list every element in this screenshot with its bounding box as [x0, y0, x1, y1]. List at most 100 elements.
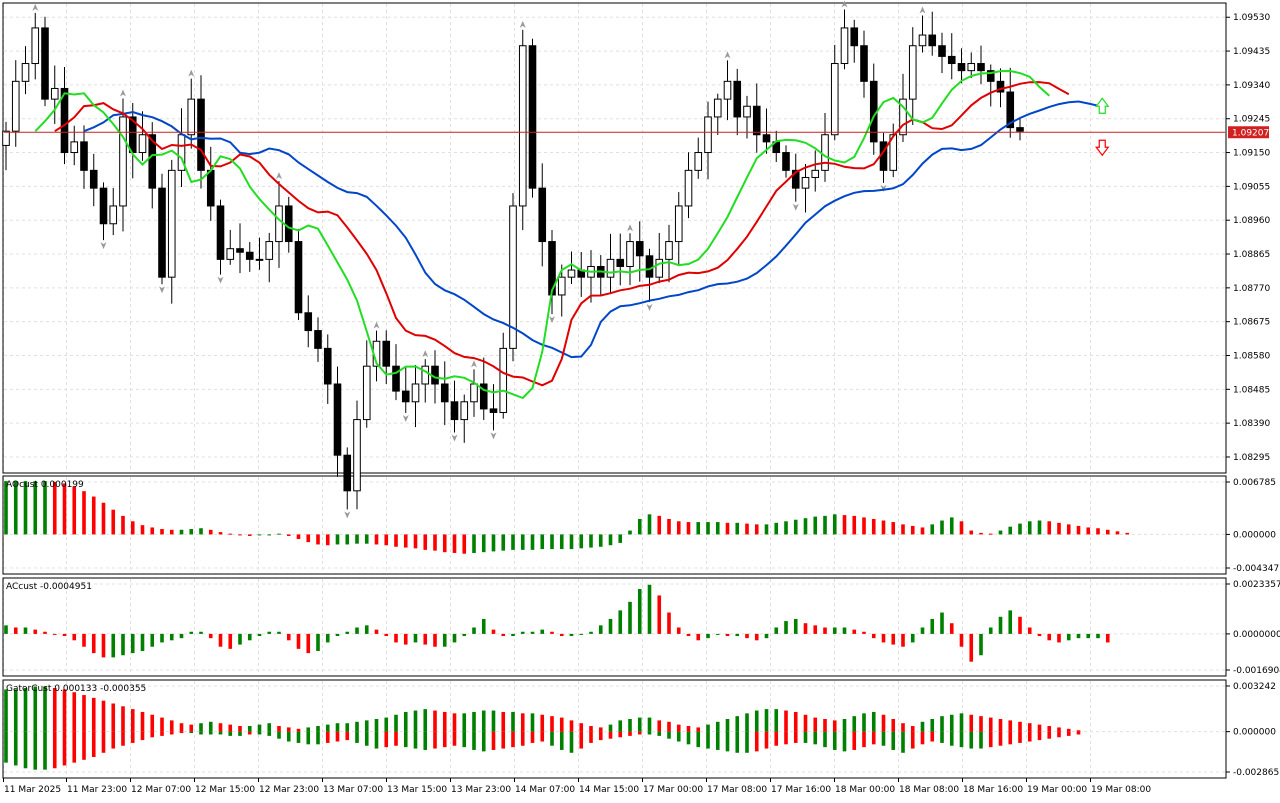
- ac-panel[interactable]: [4, 585, 1109, 662]
- histogram-bar: [404, 712, 408, 732]
- histogram-bar: [677, 732, 681, 742]
- ao-panel[interactable]: [4, 481, 1129, 554]
- histogram-bar: [248, 732, 252, 735]
- histogram-bar: [560, 718, 564, 732]
- histogram-bar: [628, 719, 632, 732]
- candle: [695, 138, 702, 179]
- candle-bear-body: [100, 188, 107, 224]
- histogram-bar: [930, 619, 934, 634]
- histogram-bar: [901, 732, 905, 753]
- histogram-bar: [501, 712, 505, 732]
- candle: [510, 193, 517, 361]
- histogram-bar: [1067, 732, 1071, 736]
- histogram-bar: [24, 732, 28, 769]
- candle-bull-body: [675, 206, 682, 242]
- histogram-bar: [570, 634, 574, 636]
- candle-bull-body: [558, 277, 565, 295]
- histogram-bar: [784, 711, 788, 732]
- fractal-up-icon: [188, 70, 194, 77]
- histogram-bar: [384, 634, 388, 636]
- candle: [1007, 68, 1014, 138]
- histogram-bar: [1096, 528, 1100, 534]
- histogram-bar: [1047, 726, 1051, 732]
- histogram-bar: [14, 689, 18, 731]
- fractal-up-icon: [920, 7, 926, 14]
- histogram-bar: [219, 732, 223, 735]
- histogram-bar: [345, 632, 349, 634]
- candle-bear-body: [636, 242, 643, 256]
- histogram-bar: [414, 534, 418, 548]
- histogram-bar: [1057, 727, 1061, 731]
- candle-bull-body: [802, 177, 809, 188]
- candle-bear-body: [159, 188, 166, 277]
- histogram-bar: [657, 516, 661, 535]
- histogram-bar: [511, 712, 515, 732]
- histogram-bar: [297, 634, 301, 649]
- histogram-bar: [804, 732, 808, 743]
- price-axis-label: 1.08390: [1233, 419, 1270, 429]
- histogram-bar: [930, 719, 934, 732]
- histogram-bar: [804, 623, 808, 634]
- histogram-bar: [267, 632, 271, 634]
- histogram-bar: [238, 634, 242, 645]
- candle-bull-body: [500, 348, 507, 412]
- candle: [792, 154, 799, 202]
- price-axis-label: 1.09530: [1233, 13, 1270, 23]
- panel-frame-ao: [3, 476, 1226, 574]
- histogram-bar: [443, 732, 447, 747]
- histogram-bar: [277, 632, 281, 634]
- histogram-bar: [150, 715, 154, 732]
- alligator-teeth-line: [55, 82, 1069, 385]
- histogram-bar: [618, 534, 622, 542]
- histogram-bar: [862, 517, 866, 534]
- histogram-bar: [189, 732, 193, 733]
- candle: [909, 27, 916, 125]
- histogram-bar: [648, 585, 652, 634]
- current-price-value: 1.09207: [1232, 128, 1269, 138]
- candle: [822, 113, 829, 182]
- histogram-bar: [696, 727, 700, 731]
- histogram-bar: [540, 732, 544, 742]
- candle-bull-body: [607, 259, 614, 277]
- histogram-bar: [921, 732, 925, 745]
- candle-bear-body: [783, 153, 790, 171]
- histogram-bar: [609, 534, 613, 545]
- candle-bull-body: [568, 270, 575, 277]
- histogram-bar: [716, 732, 720, 750]
- histogram-bar: [745, 524, 749, 535]
- histogram-bar: [833, 732, 837, 750]
- histogram-bar: [345, 732, 349, 740]
- candle-bear-body: [383, 341, 390, 366]
- histogram-bar: [999, 531, 1003, 535]
- indicator-axis-label: 0.000000: [1233, 728, 1276, 738]
- histogram-bar: [423, 732, 427, 750]
- histogram-bar: [1077, 732, 1081, 735]
- histogram-bar: [92, 634, 96, 653]
- histogram-bar: [4, 625, 8, 634]
- candle: [441, 361, 448, 425]
- histogram-bar: [1018, 524, 1022, 535]
- candle: [948, 33, 955, 79]
- histogram-bar: [228, 725, 232, 732]
- histogram-bar: [228, 634, 232, 649]
- histogram-bar: [482, 619, 486, 634]
- histogram-bar: [618, 720, 622, 731]
- histogram-bar: [657, 720, 661, 731]
- fractal-down-icon: [491, 432, 497, 439]
- histogram-bar: [862, 713, 866, 731]
- indicator-axis-label: -0.0016904: [1233, 666, 1280, 676]
- histogram-bar: [638, 519, 642, 534]
- histogram-bar: [24, 627, 28, 633]
- candle: [597, 255, 604, 295]
- histogram-bar: [989, 732, 993, 747]
- price-panel[interactable]: [3, 0, 1225, 518]
- gator-panel[interactable]: [4, 687, 1080, 770]
- candle-bear-body: [217, 206, 224, 259]
- histogram-bar: [14, 732, 18, 766]
- histogram-bar: [531, 632, 535, 634]
- candle: [705, 102, 712, 180]
- histogram-bar: [521, 732, 525, 746]
- time-label: 19 Mar 08:00: [1091, 785, 1151, 795]
